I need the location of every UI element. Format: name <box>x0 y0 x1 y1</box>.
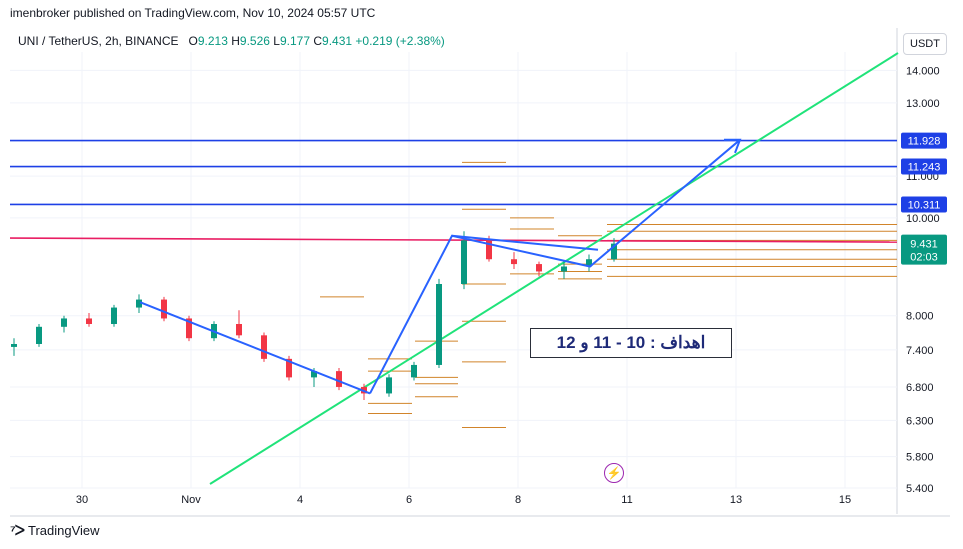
candle-body <box>511 259 517 265</box>
low-value: 9.177 <box>279 34 310 48</box>
price-label-box <box>901 132 947 149</box>
candle-body <box>136 299 142 308</box>
candle-body <box>186 318 192 339</box>
price-label-text: 11.243 <box>908 162 941 174</box>
y-tick-label: 8.000 <box>906 311 934 323</box>
candle-body <box>461 240 467 285</box>
flag-line <box>451 234 599 251</box>
candle-body <box>561 266 567 272</box>
y-tick-label: 14.000 <box>906 65 940 77</box>
candle-body <box>486 240 492 260</box>
x-tick-label: 30 <box>76 494 88 506</box>
symbol-info: UNI / TetherUS, 2h, BINANCE O9.213 H9.52… <box>18 34 445 48</box>
candle-body <box>586 259 592 267</box>
y-tick-label: 5.800 <box>906 452 934 464</box>
brand-name: TradingView <box>27 523 100 538</box>
x-tick-label: 13 <box>730 494 742 506</box>
candle-body <box>111 307 117 325</box>
symbol-name[interactable]: UNI / TetherUS, 2h, BINANCE <box>18 34 179 48</box>
price-label-text: 11.928 <box>908 136 941 148</box>
price-label-box <box>901 158 947 175</box>
y-tick-label: 7.400 <box>906 345 934 357</box>
tradingview-logo[interactable]: ⁷ᐳ TradingView <box>10 522 100 539</box>
currency-button[interactable]: USDT <box>903 33 947 55</box>
open-label: O <box>188 34 198 48</box>
publisher-line: imenbroker published on TradingView.com,… <box>10 6 376 20</box>
x-tick-label: Nov <box>181 494 201 506</box>
candle-body <box>286 358 292 378</box>
candle-body <box>36 326 42 344</box>
candle-body <box>336 371 342 387</box>
x-tick-label: 6 <box>406 494 412 506</box>
high-value: 9.526 <box>239 34 270 48</box>
candle-body <box>411 364 417 378</box>
x-tick-label: 8 <box>515 494 521 506</box>
candle-body <box>86 318 92 325</box>
projection-path <box>369 139 741 394</box>
last-price-value: 9.431 <box>910 239 938 251</box>
price-label-box <box>901 196 947 213</box>
candle-body <box>386 377 392 394</box>
y-tick-label: 13.000 <box>906 98 940 110</box>
open-value: 9.213 <box>197 34 228 48</box>
y-tick-label: 5.400 <box>906 483 934 495</box>
candle-body <box>11 343 17 347</box>
change-value: +0.219 (+2.38%) <box>355 34 445 48</box>
candle-body <box>161 299 167 319</box>
candle-body <box>236 324 242 336</box>
downtrend-line <box>139 301 371 395</box>
last-price-box <box>901 234 947 265</box>
high-label: H <box>231 34 240 48</box>
projection-arrowhead <box>724 138 742 154</box>
close-value: 9.431 <box>322 34 353 48</box>
uptrend-line <box>209 52 899 485</box>
lightning-icon[interactable]: ⚡ <box>604 463 624 483</box>
candle-body <box>311 371 317 378</box>
x-tick-label: 15 <box>839 494 851 506</box>
candle-body <box>436 284 442 365</box>
close-label: C <box>313 34 323 48</box>
y-tick-label: 10.000 <box>906 213 940 225</box>
last-price-countdown: 02:03 <box>910 252 938 264</box>
x-tick-label: 4 <box>297 494 303 506</box>
y-tick-label: 6.300 <box>906 415 934 427</box>
candle-body <box>536 264 542 272</box>
candle-body <box>61 318 67 327</box>
key-level-line <box>9 237 898 243</box>
low-label: L <box>273 34 280 48</box>
targets-annotation[interactable]: اهداف : 10 - 11 و 12 <box>530 328 732 358</box>
tradingview-mark-icon: ⁷ᐳ <box>10 522 25 538</box>
plot-area <box>10 52 897 488</box>
candle-body <box>261 335 267 359</box>
price-label-text: 10.311 <box>908 199 941 211</box>
y-tick-label: 6.800 <box>906 382 934 394</box>
candle-body <box>611 243 617 260</box>
x-tick-label: 11 <box>621 494 632 506</box>
